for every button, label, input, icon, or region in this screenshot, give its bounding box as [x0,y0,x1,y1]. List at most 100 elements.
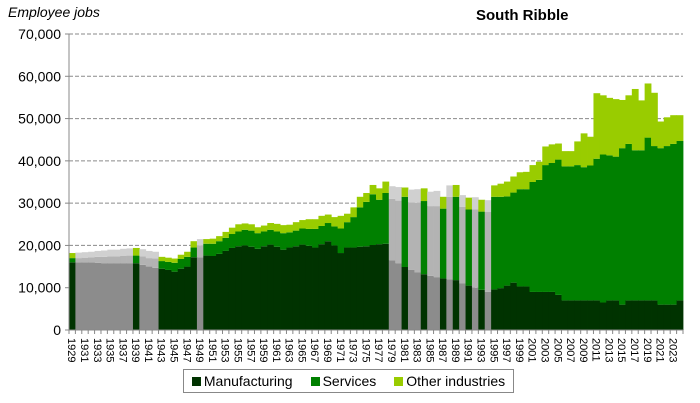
bar-segment [676,115,684,141]
bar-segment [529,165,537,182]
bar-segment [459,206,466,284]
bar-segment [376,199,383,245]
bar-segment [260,231,268,247]
bar-segment [216,241,223,254]
bar-segment [292,230,300,247]
bar-segment [580,133,588,168]
bar-segment [331,226,339,246]
legend-swatch-services [310,376,320,386]
bar-segment [267,244,275,330]
bar-segment [292,222,300,231]
bar-segment [644,300,652,330]
bar-segment [574,141,582,166]
bar-segment [619,148,626,305]
bar-segment [235,231,243,247]
bar-segment [171,262,179,272]
bar-segment [139,264,147,330]
bar-segment [407,269,415,330]
bar-segment [484,200,492,213]
bar-segment [567,166,575,301]
bar-segment [510,192,518,283]
bar-segment [235,246,243,330]
bar-segment [337,228,345,254]
bar-segment [612,300,620,330]
bar-segment [535,161,543,180]
x-tick-label: 2009 [577,338,589,362]
bar-segment [612,156,620,301]
bar-segment [382,181,390,193]
bar-segment [452,280,460,330]
bar-segment [510,176,518,193]
bar-segment [312,228,319,248]
bar-segment [516,286,524,330]
bar-segment [152,251,159,259]
bar-segment [69,262,76,330]
bar-segment [184,251,191,257]
x-tick-label: 1995 [487,338,499,362]
legend-item-services: Services [310,373,376,389]
bar-segment [478,199,486,212]
bar-segment [94,262,102,330]
bar-segment [254,227,262,234]
bar-segment [638,100,646,151]
bar-segment [529,291,537,330]
bar-segment [395,200,402,264]
bar-segment [407,202,415,270]
bar-segment [318,225,326,245]
x-tick-label: 2001 [526,338,538,362]
bar-segment [126,248,134,256]
x-tick-label: 1985 [423,338,435,362]
bar-segment [407,189,415,203]
bar-segment [177,258,185,269]
bar-segment [593,158,601,301]
x-tick-label: 1947 [180,338,192,362]
x-tick-label: 2023 [666,338,678,362]
bar-segment [286,224,294,233]
bar-segment [395,187,402,201]
bar-segment [305,245,313,330]
bar-segment [324,241,332,330]
bar-segment [433,190,441,207]
bar-segment [427,275,434,330]
x-tick-label: 1971 [334,338,346,362]
bar-segment [120,256,127,264]
bar-segment [356,246,364,330]
bar-segment [280,249,287,330]
bar-segment [542,165,550,292]
bar-segment [593,93,601,159]
x-tick-label: 1959 [257,338,269,362]
bar-segment [228,234,236,248]
bar-segment [369,194,377,245]
bar-segment [548,144,556,163]
bar-segment [478,211,486,290]
bar-segment [555,143,562,160]
bar-segment [567,151,575,167]
x-tick-label: 2015 [615,338,627,362]
bar-segment [542,291,550,330]
x-tick-label: 1929 [65,338,77,362]
bar-segment [439,196,447,209]
bar-segment [651,92,658,147]
bar-segment [446,185,454,197]
bar-segment [139,249,147,257]
bar-segment [280,233,287,250]
bar-segment [305,228,313,246]
bar-segment [350,217,358,248]
bar-segment [644,83,652,138]
bar-segment [88,251,95,258]
bar-segment [356,196,364,208]
bar-segment [497,196,505,289]
x-tick-label: 1975 [359,338,371,362]
bar-segment [452,184,460,197]
bar-segment [420,188,428,202]
bar-segment [676,140,684,301]
bar-segment [606,155,614,301]
bar-segment [132,247,140,256]
bar-segment [260,246,268,330]
bar-segment [158,261,166,269]
y-tick-label: 0 [53,322,61,338]
bar-segment [382,243,390,330]
bar-segment [280,225,287,234]
bar-segment [209,243,217,256]
bar-segment [107,249,115,257]
